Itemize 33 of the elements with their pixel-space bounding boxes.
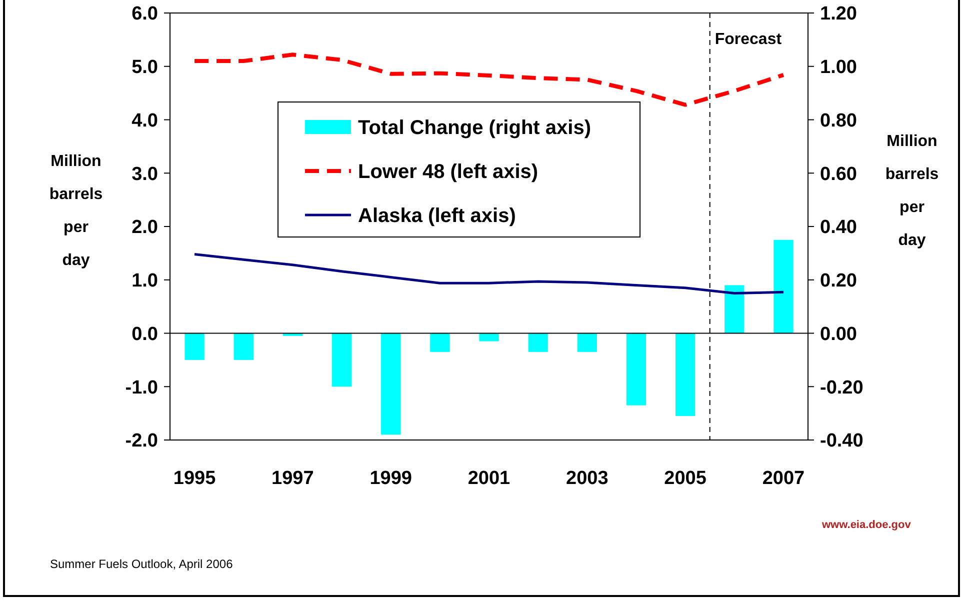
ref-line-label: Forecast [714, 31, 782, 48]
x-tick-label: 2005 [664, 468, 707, 489]
legend-label: Total Change (right axis) [358, 117, 591, 139]
y-tick-label: 6.0 [132, 4, 158, 25]
y2-tick-label: 0.40 [820, 217, 857, 238]
x-tick-label: 1997 [272, 468, 314, 489]
x-tick-label: 1999 [370, 468, 412, 489]
y2-tick-label: 0.00 [820, 324, 857, 345]
text: www.eia.doe.gov [821, 519, 912, 531]
y2-tick-label: 1.20 [820, 4, 857, 25]
x-tick-label: 1995 [173, 468, 216, 489]
text: Summer Fuels Outlook, April 2006 [50, 557, 234, 571]
y2-tick-label: 0.80 [820, 110, 857, 132]
y-tick-label: 2.0 [132, 217, 158, 238]
y2-tick-label: 0.20 [820, 270, 857, 292]
y-tick-label: -2.0 [125, 430, 158, 452]
y-tick-label: 0.0 [132, 324, 158, 345]
y-tick-label: -1.0 [125, 377, 158, 398]
x-tick-label: 2007 [762, 468, 805, 489]
x-tick-label: 2003 [566, 468, 608, 489]
y-axis-title: Million barrels per day [49, 153, 103, 269]
y2-tick-label: 1.00 [820, 57, 857, 78]
legend-label: Alaska (left axis) [358, 205, 516, 227]
y-tick-label: 3.0 [132, 164, 158, 185]
y-tick-label: 5.0 [132, 57, 158, 78]
y2-tick-label: 0.60 [820, 164, 857, 185]
legend-label: Lower 48 (left axis) [358, 161, 538, 183]
y-tick-label: 1.0 [132, 270, 158, 292]
x-tick-label: 2001 [468, 468, 511, 489]
y2-tick-label: -0.40 [820, 430, 864, 452]
y-tick-label: 4.0 [132, 110, 158, 132]
y2-tick-label: -0.20 [820, 377, 864, 398]
y2-axis-title: Million barrels per day [885, 133, 939, 249]
